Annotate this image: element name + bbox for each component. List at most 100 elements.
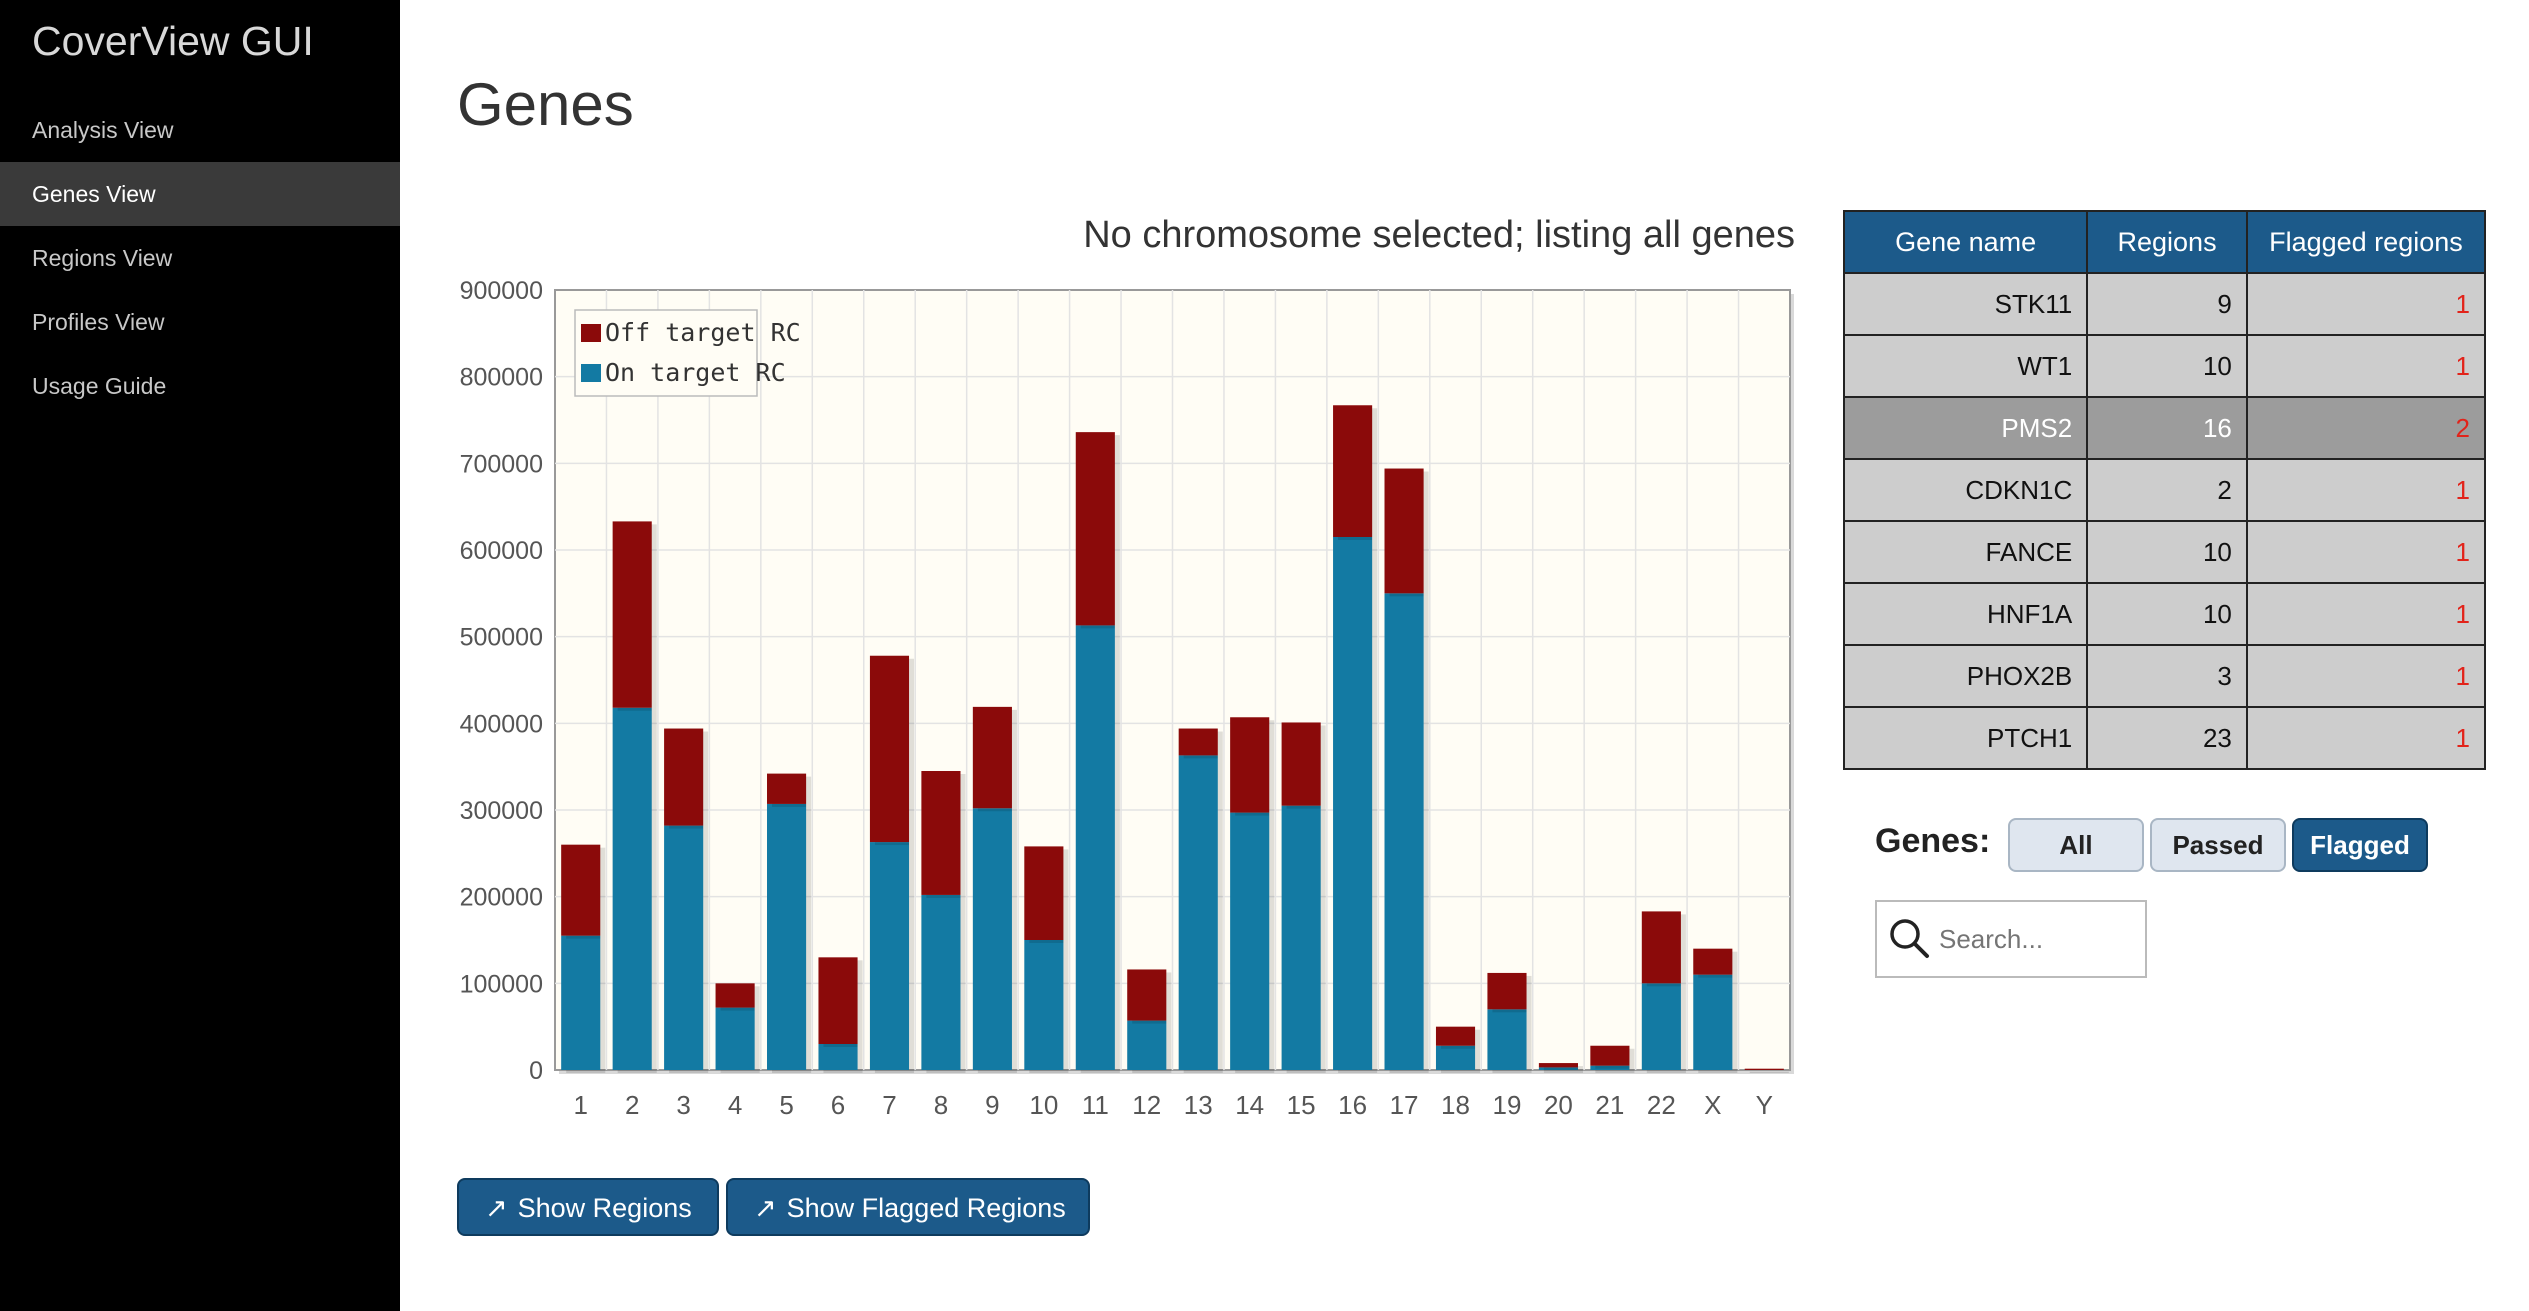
column-header-regions[interactable]: Regions	[2086, 210, 2248, 274]
bar-segment-on-target[interactable]	[1178, 755, 1218, 1070]
table-row-highlighted[interactable]: PMS2 16 2	[1842, 396, 2487, 460]
bar-segment-on-target[interactable]	[1024, 940, 1064, 1070]
bar-segment-on-target[interactable]	[1230, 812, 1270, 1070]
bar-segment-off-target[interactable]	[1487, 972, 1527, 1010]
bar-segment-on-target[interactable]	[1384, 593, 1424, 1070]
bar-segment-off-target[interactable]	[561, 844, 601, 936]
x-tick-label: 5	[779, 1090, 793, 1120]
bar-segment-off-target[interactable]	[921, 771, 961, 895]
flagged-regions-cell: 1	[2245, 458, 2487, 522]
y-tick-label: 600000	[460, 537, 543, 565]
bar-segment-on-target[interactable]	[561, 935, 601, 1070]
bar-segment-on-target[interactable]	[612, 707, 652, 1070]
external-arrow-icon: ↗	[754, 1193, 777, 1223]
bar-segment-off-target[interactable]	[1744, 1068, 1784, 1070]
bar-segment-off-target[interactable]	[869, 655, 910, 843]
bar-segment-off-target[interactable]	[1538, 1063, 1578, 1068]
external-arrow-icon: ↗	[485, 1193, 508, 1223]
x-tick-label: 17	[1390, 1090, 1419, 1120]
table-row[interactable]: PTCH1 23 1	[1842, 706, 2487, 770]
gene-name-cell: PMS2	[1842, 396, 2089, 460]
bar-segment-on-target[interactable]	[1333, 537, 1373, 1070]
table-row[interactable]: HNF1A 10 1	[1842, 582, 2487, 646]
show-flagged-regions-button[interactable]: ↗ Show Flagged Regions	[726, 1178, 1090, 1236]
bar-segment-off-target[interactable]	[1693, 948, 1733, 975]
coverage-bar-chart[interactable]: 0 100000 200000 300000 400000 500000 600000 700…	[440, 270, 1800, 1140]
bar-segment-off-target[interactable]	[1127, 969, 1167, 1021]
table-row[interactable]: WT1 10 1	[1842, 334, 2487, 398]
search-box[interactable]	[1875, 900, 2147, 978]
show-flagged-regions-label: Show Flagged Regions	[786, 1193, 1066, 1223]
bar-shadow	[1749, 1071, 1789, 1073]
column-header-flagged-regions[interactable]: Flagged regions	[2245, 210, 2487, 274]
bar-segment-off-target[interactable]	[1075, 432, 1115, 626]
regions-cell: 9	[2086, 272, 2248, 336]
sidebar-item-profiles-view[interactable]: Profiles View	[32, 309, 165, 335]
bar-segment-off-target[interactable]	[818, 957, 858, 1044]
bar-segment-on-target[interactable]	[1538, 1067, 1578, 1070]
bar-segment-off-target[interactable]	[1435, 1026, 1476, 1046]
bar-segment-off-target[interactable]	[972, 706, 1012, 809]
bar-segment-on-target[interactable]	[869, 842, 910, 1070]
filter-passed-button[interactable]: Passed	[2150, 818, 2286, 872]
x-tick-label: 2	[625, 1090, 639, 1120]
x-tick-label: 12	[1132, 1090, 1161, 1120]
bar-segment-off-target[interactable]	[1281, 722, 1321, 806]
bar-segment-on-target[interactable]	[1693, 974, 1733, 1070]
bar-segment-on-target[interactable]	[1435, 1045, 1476, 1070]
bar-segment-off-target[interactable]	[1024, 846, 1064, 940]
bar-segment-off-target[interactable]	[1178, 728, 1218, 756]
bar-segment-off-target[interactable]	[715, 983, 755, 1008]
bar-segment-off-target[interactable]	[767, 773, 807, 804]
y-tick-label: 900000	[460, 277, 543, 305]
x-tick-label: 20	[1544, 1090, 1573, 1120]
sidebar-item-genes-view[interactable]: Genes View	[0, 162, 400, 226]
bar-segment-off-target[interactable]	[1590, 1045, 1630, 1066]
bar-segment-off-target[interactable]	[1384, 468, 1424, 594]
flagged-regions-cell: 1	[2245, 334, 2487, 398]
x-tick-label: 11	[1082, 1090, 1109, 1120]
genes-table: Gene name Regions Flagged regions STK11 …	[1842, 210, 2487, 770]
genes-filter-label: Genes:	[1875, 822, 1991, 860]
table-row[interactable]: PHOX2B 3 1	[1842, 644, 2487, 708]
bar-segment-off-target[interactable]	[664, 728, 704, 826]
show-regions-label: Show Regions	[517, 1193, 692, 1223]
bar-segment-on-target[interactable]	[1281, 805, 1321, 1070]
bar-segment-on-target[interactable]	[1641, 983, 1681, 1070]
flagged-regions-cell: 1	[2245, 520, 2487, 584]
bar-segment-off-target[interactable]	[1333, 405, 1373, 537]
chart-title: No chromosome selected; listing all gene…	[1083, 214, 1795, 256]
sidebar-item-regions-view[interactable]: Regions View	[32, 245, 173, 271]
search-input[interactable]	[1939, 918, 2139, 960]
bar-segment-on-target[interactable]	[767, 803, 807, 1070]
x-tick-label: 1	[573, 1090, 587, 1120]
bar-segment-on-target[interactable]	[1127, 1020, 1167, 1070]
x-tick-label: 10	[1029, 1090, 1058, 1120]
show-regions-button[interactable]: ↗ Show Regions	[457, 1178, 719, 1236]
bar-segment-on-target[interactable]	[664, 825, 704, 1070]
regions-cell: 10	[2086, 334, 2248, 398]
sidebar-item-usage-guide[interactable]: Usage Guide	[32, 373, 167, 399]
bar-segment-on-target[interactable]	[1487, 1009, 1527, 1070]
bar-segment-off-target[interactable]	[1230, 717, 1270, 813]
bar-segment-on-target[interactable]	[972, 808, 1012, 1070]
table-row[interactable]: FANCE 10 1	[1842, 520, 2487, 584]
sidebar-item-analysis-view[interactable]: Analysis View	[32, 117, 174, 143]
bar-segment-on-target[interactable]	[818, 1044, 858, 1070]
bar-segment-on-target[interactable]	[1075, 625, 1115, 1070]
table-row[interactable]: CDKN1C 2 1	[1842, 458, 2487, 522]
bar-segment-off-target[interactable]	[1641, 911, 1681, 984]
bar-segment-on-target[interactable]	[1590, 1065, 1630, 1070]
filter-all-button[interactable]: All	[2008, 818, 2144, 872]
bar-segment-on-target[interactable]	[715, 1007, 755, 1070]
filter-flagged-button[interactable]: Flagged	[2292, 818, 2428, 872]
table-row[interactable]: STK11 9 1	[1842, 272, 2487, 336]
bar-segment-off-target[interactable]	[612, 521, 652, 708]
x-tick-label: 19	[1493, 1090, 1522, 1120]
gene-name-cell: CDKN1C	[1842, 458, 2089, 522]
bar-segment-on-target[interactable]	[921, 894, 961, 1070]
column-header-gene-name[interactable]: Gene name	[1842, 210, 2089, 274]
x-tick-label: 9	[985, 1090, 999, 1120]
y-tick-label: 200000	[460, 884, 543, 912]
x-tick-label: 16	[1338, 1090, 1367, 1120]
